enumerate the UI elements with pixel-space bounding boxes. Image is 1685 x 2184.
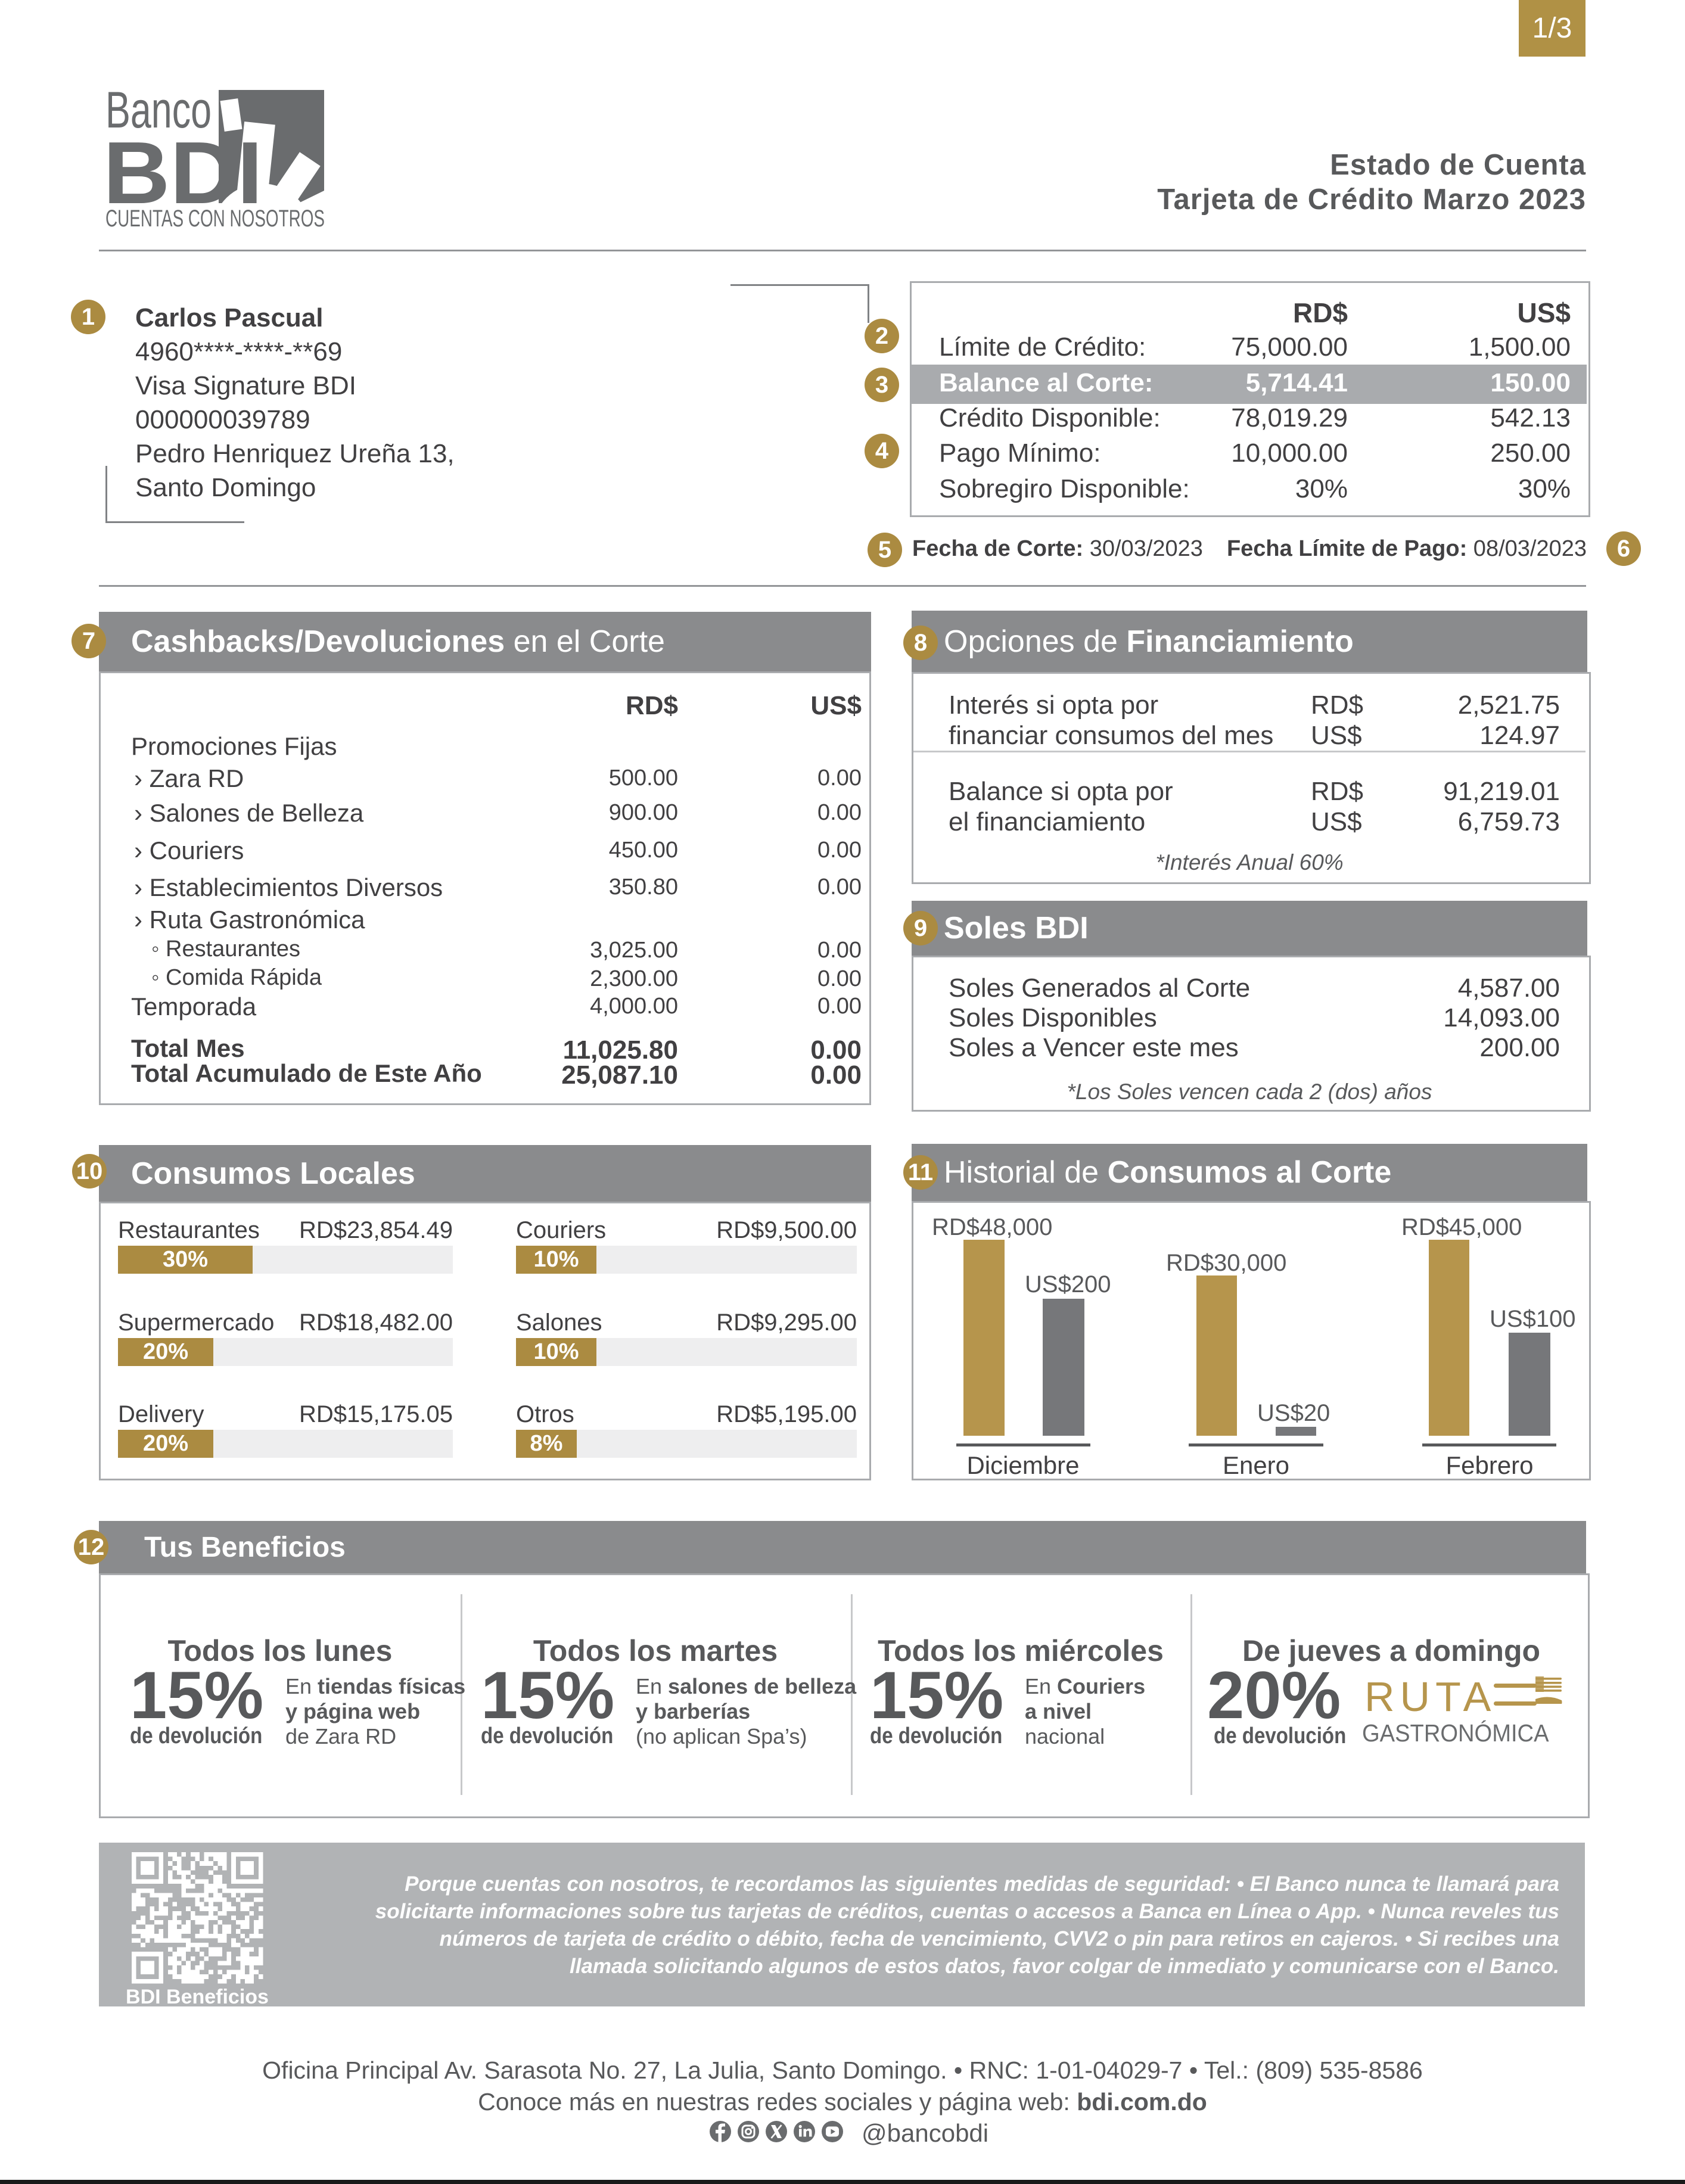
svg-text:CUENTAS CON NOSOTROS: CUENTAS CON NOSOTROS	[105, 206, 325, 232]
svg-text:Banco: Banco	[105, 83, 212, 139]
svg-text:BDI: BDI	[105, 124, 263, 222]
